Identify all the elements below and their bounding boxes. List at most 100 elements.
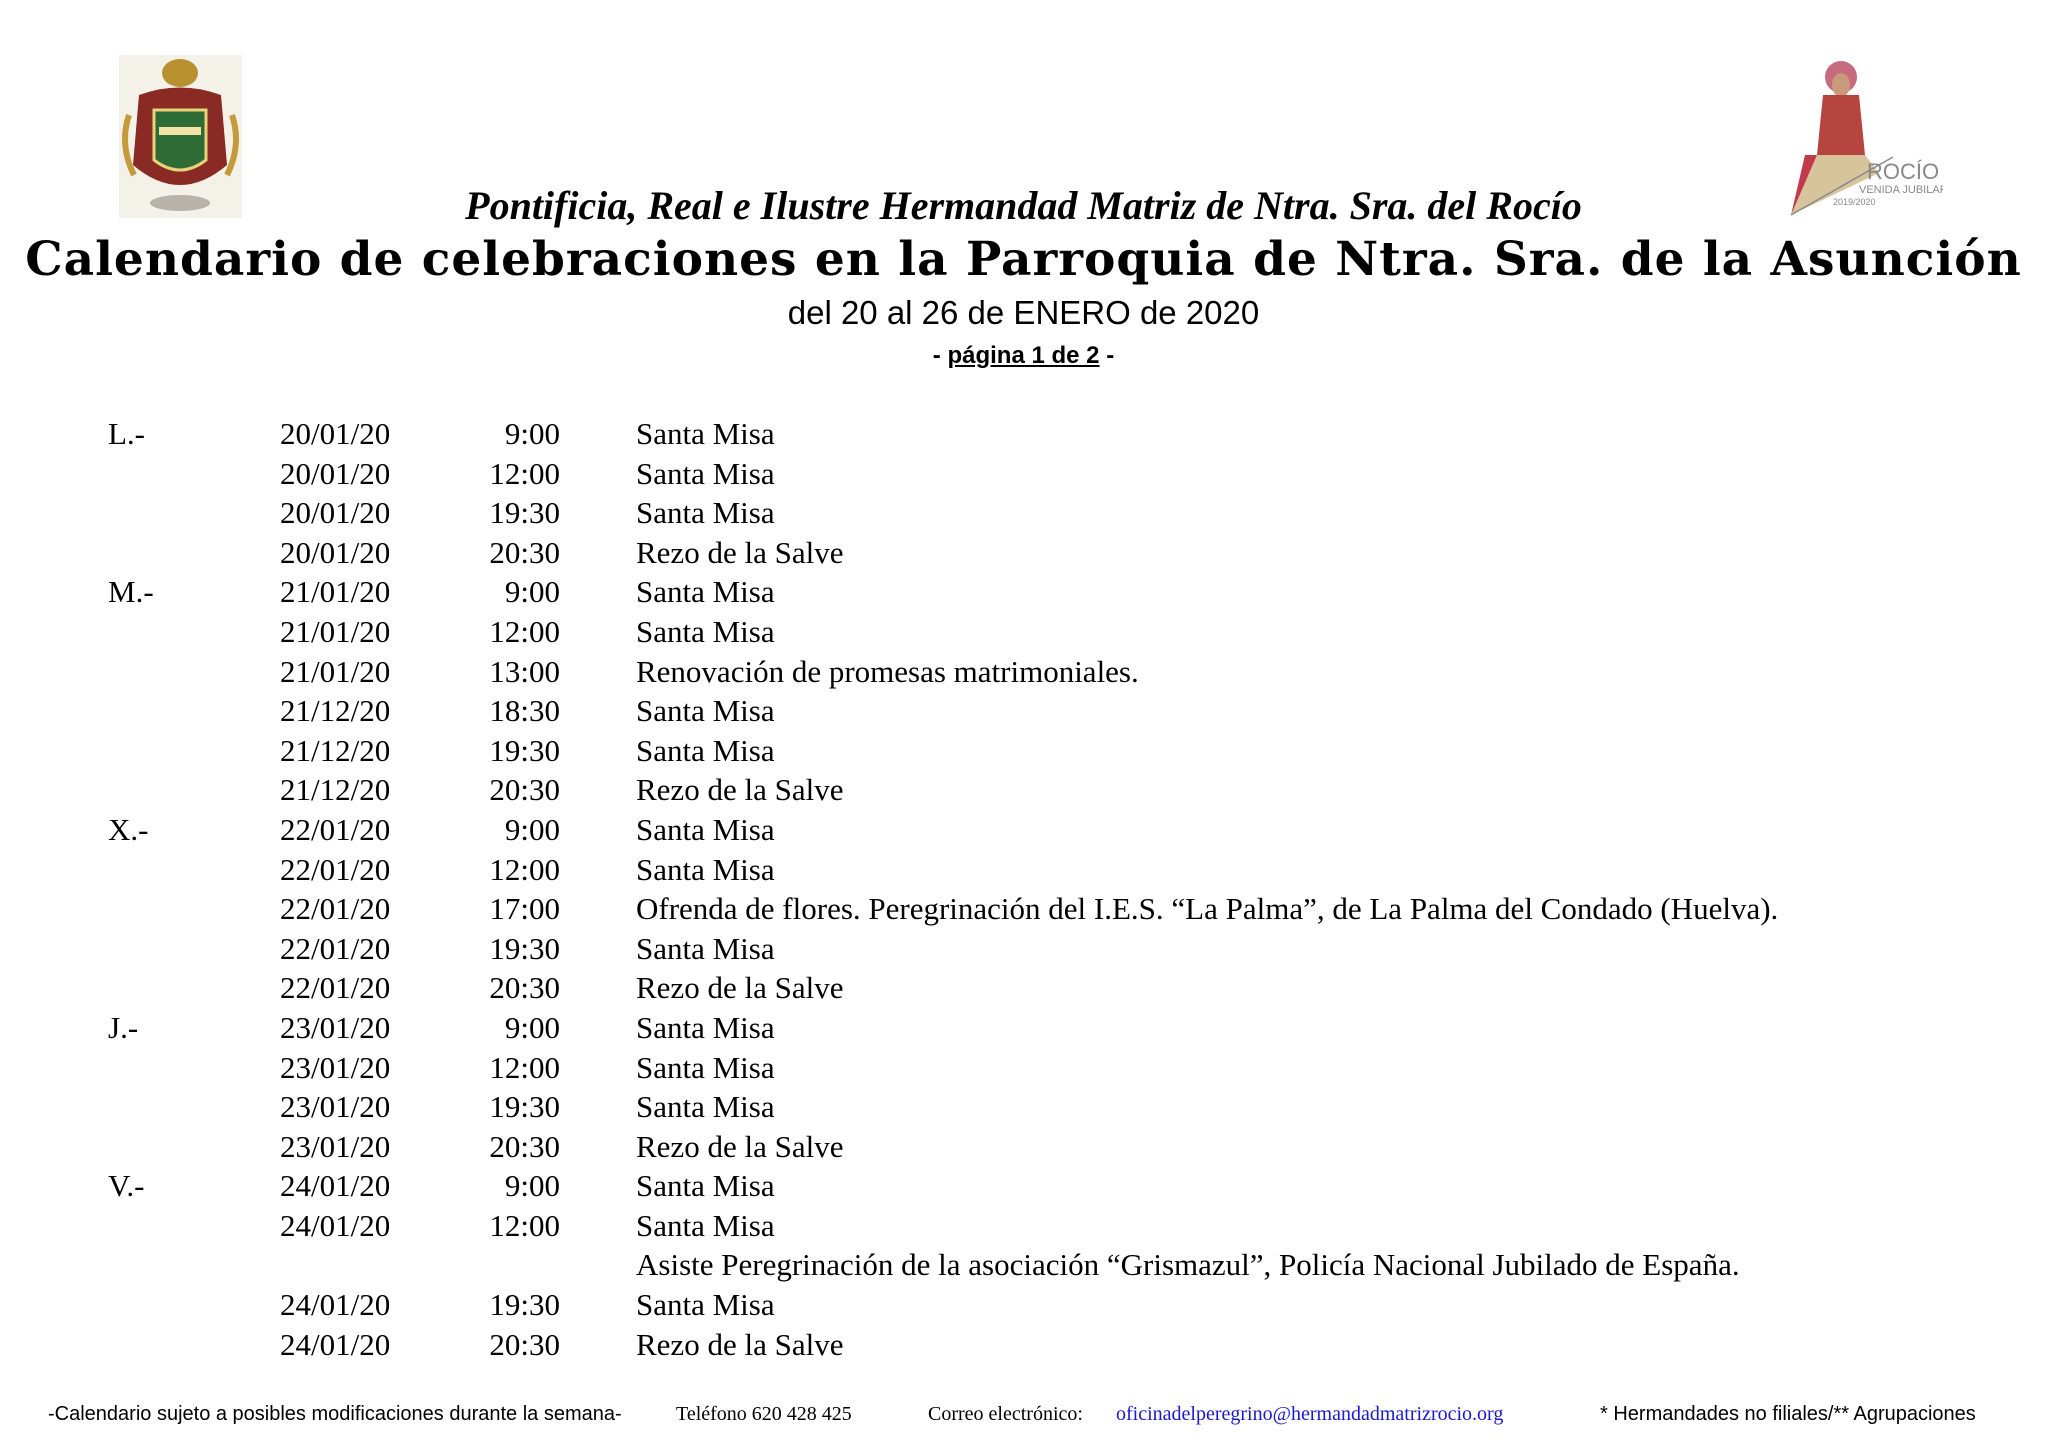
row-day: J.- bbox=[108, 1009, 139, 1045]
row-date: 22/01/20 bbox=[280, 811, 391, 847]
schedule-row: 21/01/20 12:00 Santa Misa bbox=[0, 612, 2047, 652]
schedule-row: 22/01/20 20:30 Rezo de la Salve bbox=[0, 968, 2047, 1008]
row-time: 12:00 bbox=[489, 1207, 560, 1243]
schedule-row: 21/01/20 13:00 Renovación de promesas matr… bbox=[0, 652, 2047, 692]
schedule-row: 21/12/20 18:30 Santa Misa bbox=[0, 691, 2047, 731]
row-desc: Santa Misa bbox=[636, 1207, 775, 1243]
schedule-row: 21/12/20 20:30 Rezo de la Salve bbox=[0, 770, 2047, 810]
row-time: 12:00 bbox=[489, 851, 560, 887]
row-time: 9:00 bbox=[504, 811, 560, 847]
row-date: 20/01/20 bbox=[280, 495, 391, 531]
svg-text:VENIDA JUBILAR: VENIDA JUBILAR bbox=[1859, 184, 1943, 196]
row-desc: Santa Misa bbox=[636, 574, 775, 610]
row-desc: Santa Misa bbox=[636, 1049, 775, 1085]
schedule-row: J.- 23/01/20 9:00 Santa Misa bbox=[0, 1008, 2047, 1048]
row-day: L.- bbox=[108, 416, 146, 451]
schedule-row: 24/01/20 12:00 Santa Misa bbox=[0, 1206, 2047, 1246]
schedule-list: L.- 20/01/20 9:00 Santa Misa 20/01/20 12:00 Sa… bbox=[0, 414, 2047, 1364]
row-desc: Rezo de la Salve bbox=[636, 772, 844, 808]
date-range: del 20 al 26 de ENERO de 2020 bbox=[787, 294, 1260, 331]
row-date: 24/01/20 bbox=[280, 1168, 391, 1204]
brotherhood-name: Pontificia, Real e Ilustre Hermandad Mat… bbox=[465, 183, 1582, 228]
row-date: 21/01/20 bbox=[280, 653, 391, 689]
schedule-row: Asiste Peregrinación de la asociación “G… bbox=[0, 1245, 2047, 1285]
row-desc: Rezo de la Salve bbox=[636, 1326, 844, 1362]
row-desc: Santa Misa bbox=[636, 1168, 775, 1204]
row-time: 19:30 bbox=[489, 930, 560, 966]
row-time: 13:00 bbox=[489, 653, 560, 689]
row-time: 20:30 bbox=[489, 970, 560, 1006]
row-desc: Santa Misa bbox=[636, 811, 775, 847]
schedule-row: 24/01/20 20:30 Rezo de la Salve bbox=[0, 1325, 2047, 1365]
schedule-row: 22/01/20 17:00 Ofrenda de flores. Peregrin… bbox=[0, 889, 2047, 929]
row-date: 20/01/20 bbox=[280, 455, 391, 491]
row-desc: Santa Misa bbox=[636, 930, 775, 966]
page-title: Calendario de celebraciones en la Parroq… bbox=[25, 232, 2022, 287]
row-time: 18:30 bbox=[489, 693, 560, 729]
row-date: 23/01/20 bbox=[280, 1128, 391, 1164]
row-date: 24/01/20 bbox=[280, 1287, 391, 1323]
row-time: 20:30 bbox=[489, 1326, 560, 1362]
row-time: 20:30 bbox=[489, 772, 560, 808]
page-prefix: - bbox=[932, 342, 948, 369]
schedule-row: L.- 20/01/20 9:00 Santa Misa bbox=[0, 414, 2047, 454]
row-date: 23/01/20 bbox=[280, 1009, 391, 1045]
row-time: 19:30 bbox=[489, 732, 560, 768]
schedule-row: 22/01/20 19:30 Santa Misa bbox=[0, 929, 2047, 969]
row-time: 9:00 bbox=[504, 574, 560, 610]
row-desc: Santa Misa bbox=[636, 455, 775, 491]
schedule-row: 22/01/20 12:00 Santa Misa bbox=[0, 850, 2047, 890]
page-indicator: - página 1 de 2 - bbox=[0, 342, 2047, 370]
schedule-row: M.- 21/01/20 9:00 Santa Misa bbox=[0, 572, 2047, 612]
row-desc: Santa Misa bbox=[636, 1009, 775, 1045]
row-desc: Renovación de promesas matrimoniales. bbox=[636, 653, 1139, 689]
row-time: 17:00 bbox=[489, 891, 560, 927]
rocio-venida-jubilar-logo: ROCÍO VENIDA JUBILAR 2019/2020 bbox=[1783, 55, 1948, 218]
email-label: Correo electrónico: bbox=[928, 1403, 1083, 1425]
row-desc: Ofrenda de flores. Peregrinación del I.E… bbox=[636, 891, 1779, 927]
row-time: 9:00 bbox=[504, 1009, 560, 1045]
schedule-row: 20/01/20 19:30 Santa Misa bbox=[0, 493, 2047, 533]
row-date: 21/01/20 bbox=[280, 613, 391, 649]
row-date: 21/12/20 bbox=[280, 693, 391, 729]
row-desc: Asiste Peregrinación de la asociación “G… bbox=[636, 1247, 1740, 1283]
row-desc: Santa Misa bbox=[636, 613, 775, 649]
svg-text:2019/2020: 2019/2020 bbox=[1833, 197, 1876, 207]
row-time: 19:30 bbox=[489, 1089, 560, 1125]
row-time: 19:30 bbox=[489, 495, 560, 531]
row-day: V.- bbox=[108, 1168, 145, 1204]
coat-of-arms-logo bbox=[119, 55, 242, 218]
row-date: 22/01/20 bbox=[280, 851, 391, 887]
row-desc: Rezo de la Salve bbox=[636, 1128, 844, 1164]
row-desc: Santa Misa bbox=[636, 1287, 775, 1323]
email-link[interactable]: oficinadelperegrino@hermandadmatrizrocio… bbox=[1116, 1403, 1504, 1425]
row-time: 9:00 bbox=[504, 416, 560, 451]
row-date: 22/01/20 bbox=[280, 970, 391, 1006]
schedule-row: 21/12/20 19:30 Santa Misa bbox=[0, 731, 2047, 771]
row-date: 23/01/20 bbox=[280, 1089, 391, 1125]
schedule-row: 23/01/20 20:30 Rezo de la Salve bbox=[0, 1127, 2047, 1167]
row-time: 20:30 bbox=[489, 534, 560, 570]
row-date: 20/01/20 bbox=[280, 534, 391, 570]
schedule-row: 23/01/20 19:30 Santa Misa bbox=[0, 1087, 2047, 1127]
row-time: 12:00 bbox=[489, 455, 560, 491]
schedule-row: 20/01/20 20:30 Rezo de la Salve bbox=[0, 533, 2047, 573]
disclaimer: -Calendario sujeto a posibles modificaci… bbox=[48, 1403, 622, 1425]
row-time: 20:30 bbox=[489, 1128, 560, 1164]
row-date: 21/12/20 bbox=[280, 772, 391, 808]
footnote: * Hermandades no filiales/** Agrupacione… bbox=[1600, 1403, 1976, 1425]
row-time: 12:00 bbox=[489, 613, 560, 649]
row-time: 19:30 bbox=[489, 1287, 560, 1323]
schedule-row: 24/01/20 19:30 Santa Misa bbox=[0, 1285, 2047, 1325]
phone: Teléfono 620 428 425 bbox=[676, 1403, 852, 1425]
row-time: 9:00 bbox=[504, 1168, 560, 1204]
footer: -Calendario sujeto a posibles modificaci… bbox=[0, 1403, 2047, 1433]
row-day: X.- bbox=[108, 811, 149, 847]
row-date: 21/01/20 bbox=[280, 574, 391, 610]
row-day: M.- bbox=[108, 574, 154, 610]
row-date: 22/01/20 bbox=[280, 930, 391, 966]
page-suffix: - bbox=[1099, 342, 1115, 369]
row-date: 23/01/20 bbox=[280, 1049, 391, 1085]
row-desc: Rezo de la Salve bbox=[636, 970, 844, 1006]
row-desc: Santa Misa bbox=[636, 495, 775, 531]
